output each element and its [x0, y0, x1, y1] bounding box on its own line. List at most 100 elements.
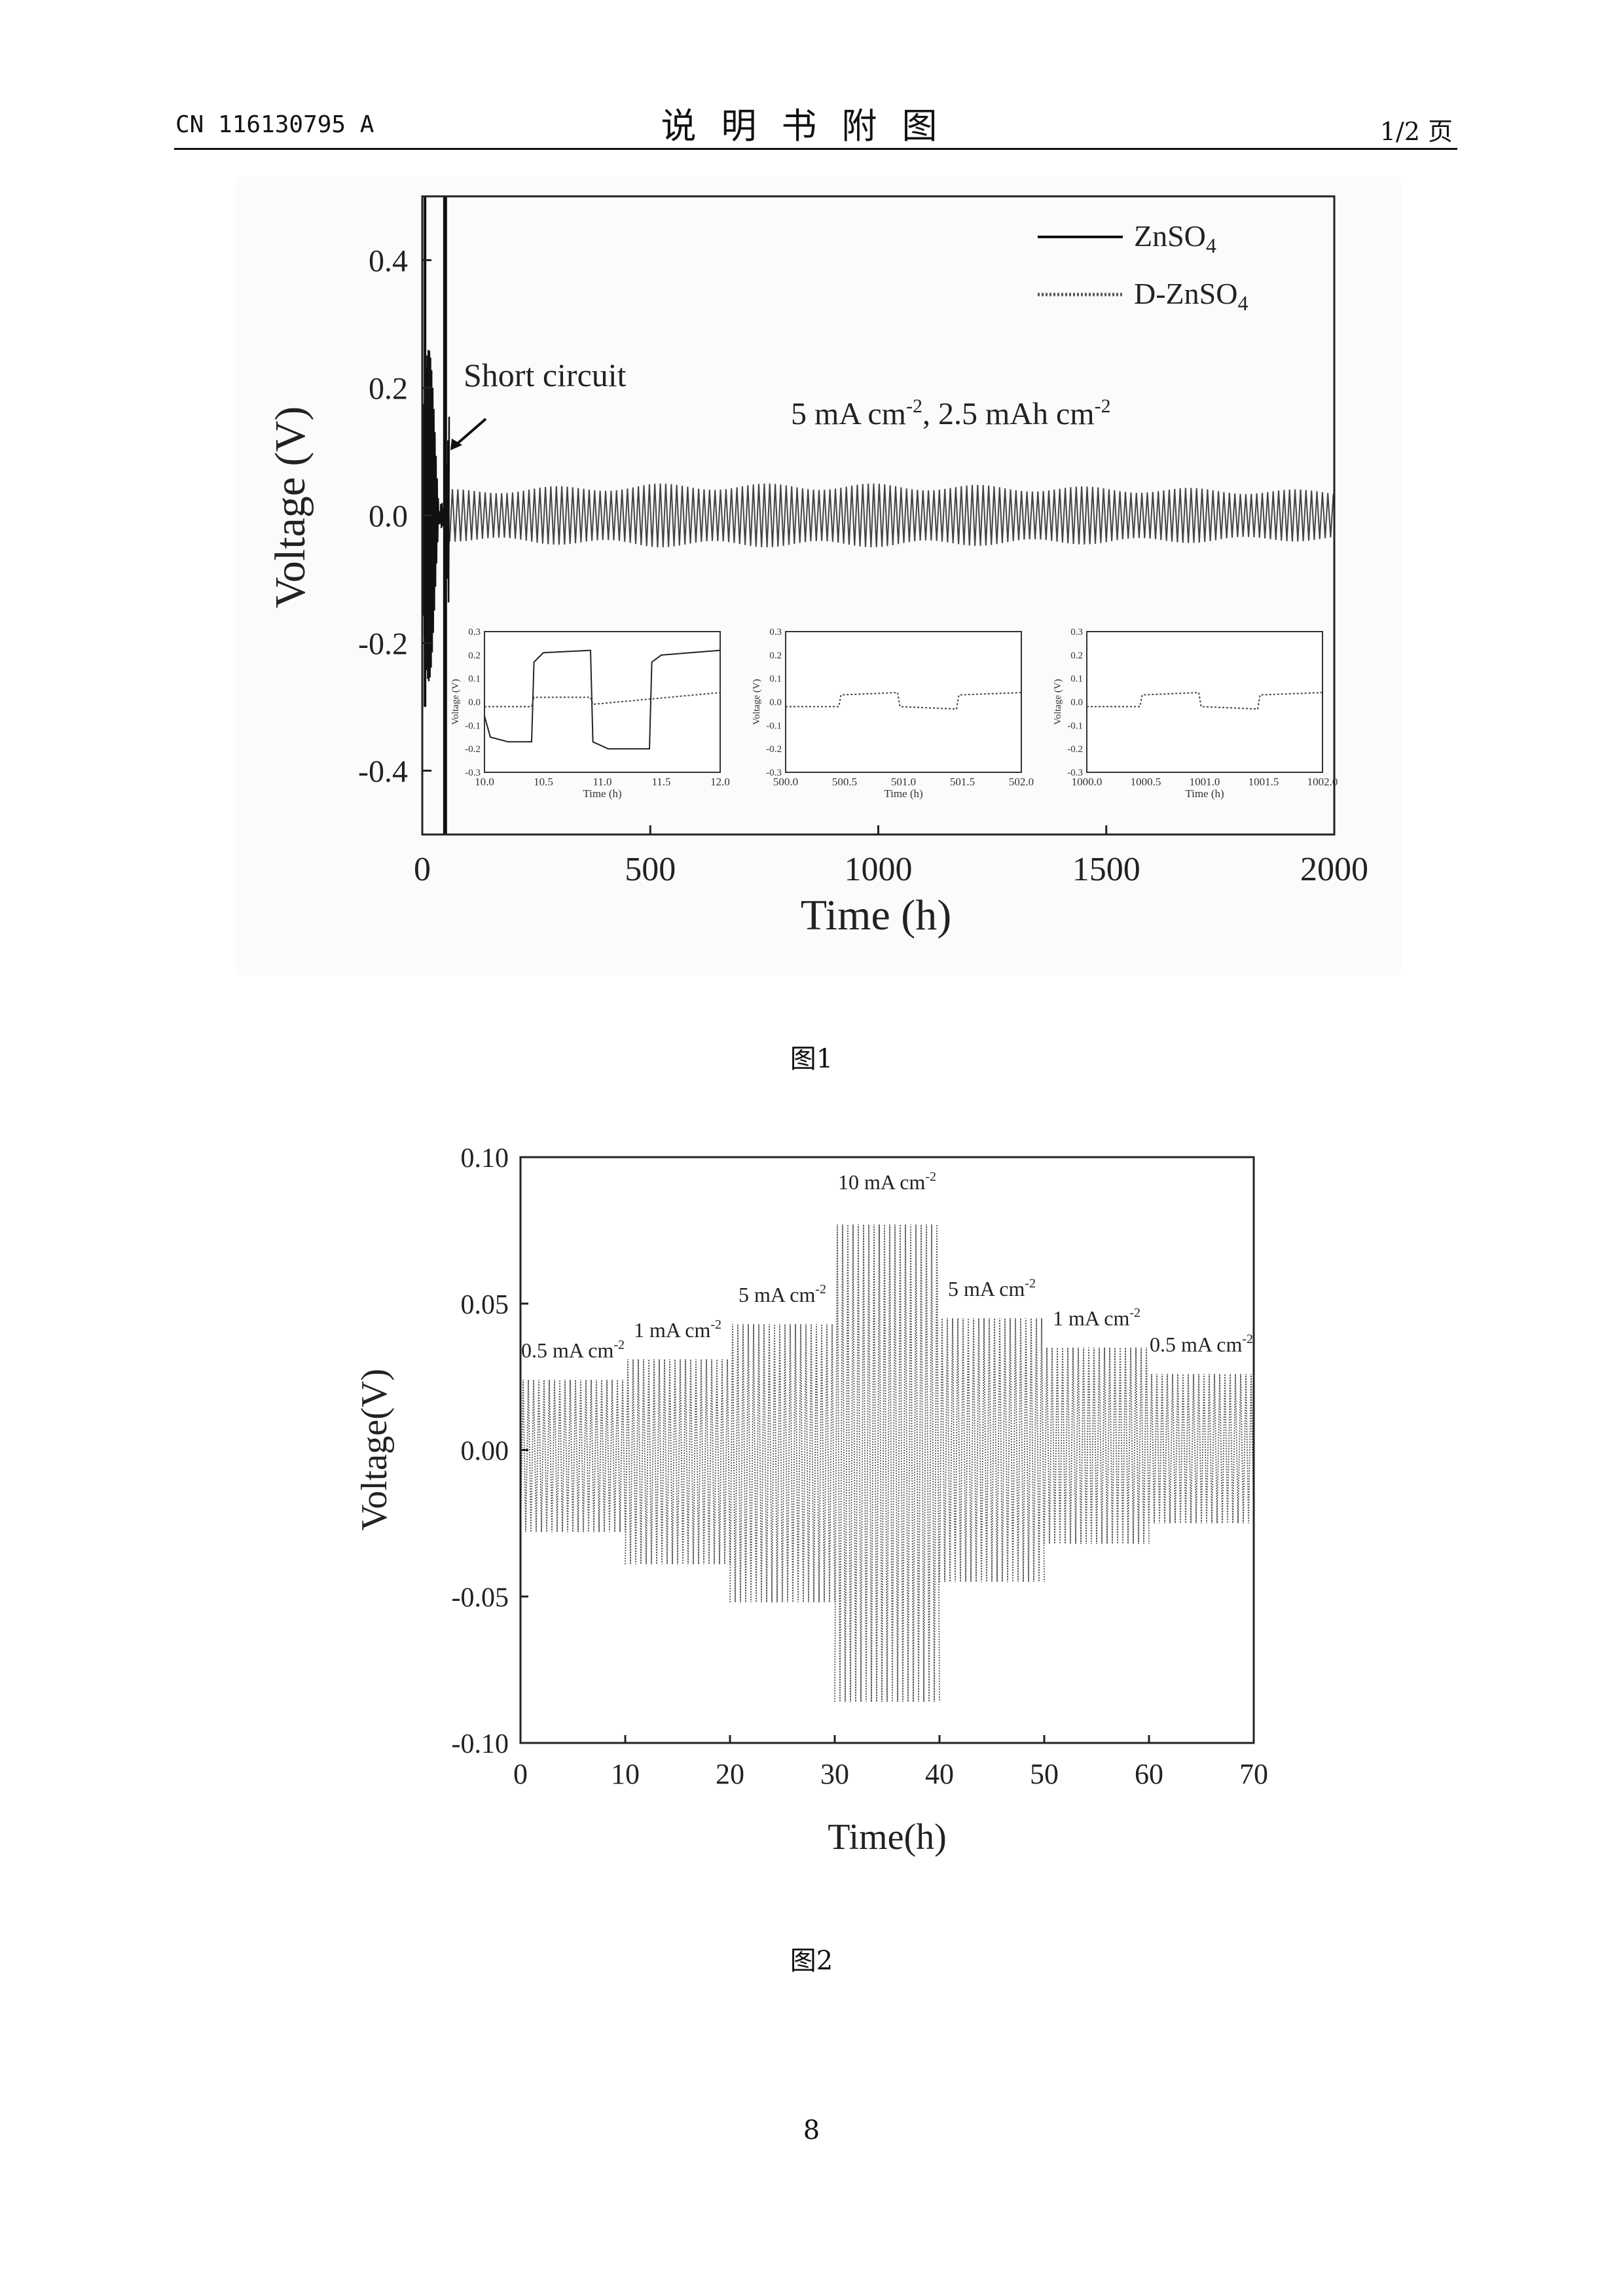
figure-2-caption: 图2 [790, 1946, 833, 1976]
inset-y-tick-label: -0.1 [1067, 721, 1083, 731]
figure-2-series-group [520, 1224, 1254, 1702]
figure-2-chart: 0 10 20 30 40 50 60 70 0.10 0.05 0.00 -0.05 -0.10 0.… [354, 1143, 1269, 1857]
rate-label: 1 mA cm-2 [634, 1318, 721, 1342]
figure-2-x-axis-title: Time(h) [828, 1817, 947, 1857]
x-tick-label: 70 [1239, 1758, 1268, 1790]
annotation-short-circuit: Short circuit [464, 357, 627, 393]
inset-y-tick-label: -0.1 [766, 721, 782, 731]
inset-d-znso4-trace [1087, 692, 1323, 710]
x-tick-label: 0 [414, 851, 431, 888]
y-tick-label: 0.2 [369, 372, 408, 406]
rate-label: 10 mA cm-2 [838, 1170, 936, 1194]
rate-segment-trace [625, 1359, 731, 1565]
inset-y-tick-label: -0.3 [1067, 768, 1083, 778]
y-tick-label: 0.0 [369, 499, 408, 534]
x-tick-label: 500 [625, 851, 676, 888]
figure-2-axes: 0 10 20 30 40 50 60 70 0.10 0.05 0.00 -0.05 -0.10 [452, 1143, 1269, 1790]
inset-y-tick-label: 0.0 [468, 698, 481, 708]
inset-y-tick-label: -0.3 [766, 768, 782, 778]
inset-x-tick-label: 500.0 [773, 776, 798, 788]
rate-label: 0.5 mA cm-2 [1150, 1332, 1253, 1356]
annotation-arrow-line [454, 418, 487, 446]
rate-label: 5 mA cm-2 [948, 1276, 1036, 1300]
annotation-test-condition: 5 mA cm-2, 2.5 mAh cm-2 [791, 395, 1111, 431]
x-tick-label: 1000 [845, 851, 913, 888]
figure-1-x-axis-title: Time (h) [801, 891, 951, 939]
figure-1-y-axis-title: Voltage (V) [266, 406, 314, 609]
inset-y-tick-label: -0.2 [766, 744, 782, 755]
inset-x-tick-label: 11.0 [593, 776, 611, 788]
inset-x-tick-label: 10.5 [534, 776, 553, 788]
legend-label-d-znso4: D-ZnSO4 [1134, 277, 1248, 315]
x-tick-label: 60 [1135, 1758, 1163, 1790]
inset-y-tick-label: 0.3 [769, 627, 782, 637]
inset-znso4-trace [484, 649, 721, 750]
inset-x-title: Time (h) [1185, 787, 1224, 800]
inset-y-tick-label: 0.3 [1070, 627, 1083, 637]
inset-y-tick-label: 0.0 [1070, 698, 1083, 708]
inset-x-tick-label: 1000.5 [1131, 776, 1161, 788]
inset-x-tick-label: 11.5 [651, 776, 670, 788]
figure-1-axes: 0 500 1000 1500 2000 0.4 0.2 0.0 -0.2 -0.4 [358, 244, 1368, 889]
inset-frame [1086, 631, 1323, 773]
inset-y-title: Voltage (V) [450, 679, 461, 725]
inset-y-tick-label: -0.3 [465, 768, 481, 778]
inset-x-title: Time (h) [884, 787, 922, 800]
rate-segment-trace [729, 1324, 835, 1603]
rate-label: 0.5 mA cm-2 [521, 1338, 625, 1362]
y-tick-label: 0.4 [369, 244, 408, 279]
rate-segment-trace [520, 1380, 626, 1532]
figure-2-y-axis-title: Voltage(V) [354, 1369, 395, 1531]
inset-x-tick-label: 1001.5 [1249, 776, 1279, 788]
x-tick-label: 40 [925, 1758, 954, 1790]
inset-y-tick-label: 0.2 [1070, 651, 1083, 661]
rate-label: 5 mA cm-2 [739, 1282, 826, 1306]
inset-chart: 10.0 10.5 11.0 11.5 12.0 0.3 0.2 0.1 0.0 -0.1 -0.2… [450, 627, 730, 800]
inset-y-tick-label: 0.2 [468, 651, 481, 661]
section-title: 说明书附图 [661, 105, 962, 147]
inset-y-tick-label: -0.2 [465, 744, 481, 755]
rate-segment-trace [834, 1224, 940, 1702]
figure-2-segment-labels: 0.5 mA cm-2 1 mA cm-2 5 mA cm-2 10 mA cm-2 5… [521, 1170, 1253, 1362]
inset-y-tick-label: 0.1 [468, 674, 481, 685]
figure-1-caption: 图1 [790, 1044, 833, 1074]
rate-segment-trace [1148, 1374, 1254, 1524]
x-tick-label: 2000 [1300, 851, 1368, 888]
y-tick-label: 0.10 [461, 1143, 509, 1174]
inset-frame [785, 631, 1022, 773]
inset-x-tick-label: 10.0 [475, 776, 494, 788]
page-number: 8 [803, 2115, 820, 2145]
inset-y-tick-label: 0.0 [769, 698, 782, 708]
inset-y-tick-label: 0.2 [769, 651, 782, 661]
inset-d-znso4-trace [484, 692, 721, 708]
inset-x-tick-label: 1000.0 [1072, 776, 1103, 788]
inset-x-title: Time (h) [583, 787, 621, 800]
inset-chart: 500.0 500.5 501.0 501.5 502.0 0.3 0.2 0.1 0.0 -0.… [752, 627, 1034, 800]
inset-y-tick-label: 0.1 [769, 674, 782, 685]
annotation-arrow-head [450, 439, 462, 450]
x-tick-label: 10 [611, 1758, 640, 1790]
inset-frame [484, 631, 721, 773]
y-tick-label: -0.4 [358, 755, 408, 789]
inset-x-tick-label: 501.5 [950, 776, 975, 788]
x-tick-label: 1500 [1072, 851, 1140, 888]
figure-1-series-group [421, 196, 1334, 834]
inset-x-tick-label: 12.0 [710, 776, 730, 788]
inset-x-tick-label: 1001.0 [1190, 776, 1220, 788]
y-tick-label: -0.2 [358, 627, 408, 662]
y-tick-label: -0.10 [452, 1729, 509, 1759]
inset-y-tick-label: 0.3 [468, 627, 481, 637]
inset-y-tick-label: 0.1 [1070, 674, 1083, 685]
page-count: 1/2 页 [1379, 117, 1453, 146]
inset-y-tick-label: -0.1 [465, 721, 481, 731]
inset-chart: 1000.0 1000.5 1001.0 1001.5 1002.0 0.3 0.2 0.1 0… [1053, 627, 1338, 800]
inset-y-title: Voltage (V) [1053, 679, 1063, 725]
y-tick-label: 0.05 [461, 1290, 509, 1320]
rate-label: 1 mA cm-2 [1053, 1306, 1140, 1330]
inset-x-tick-label: 500.5 [832, 776, 857, 788]
inset-x-tick-label: 1002.0 [1307, 776, 1338, 788]
document-number: CN 116130795 A [175, 111, 374, 138]
inset-d-znso4-trace [786, 692, 1022, 710]
rate-segment-trace [1044, 1347, 1150, 1544]
